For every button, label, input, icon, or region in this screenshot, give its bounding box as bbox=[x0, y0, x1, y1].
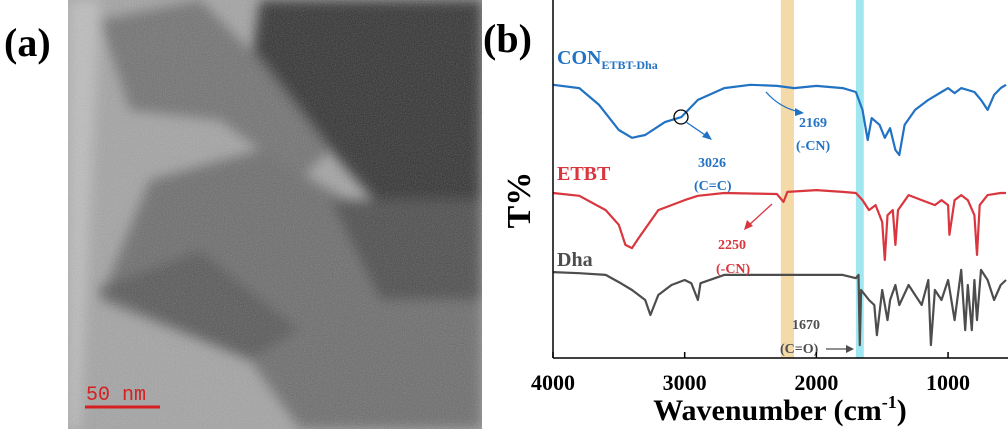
annotation: (-CN) bbox=[796, 139, 831, 154]
spectrum-line bbox=[553, 270, 1006, 345]
arrow-head bbox=[702, 131, 712, 140]
arrow-head bbox=[744, 220, 753, 230]
spectra bbox=[553, 85, 1006, 345]
spectrum-line bbox=[553, 190, 1006, 260]
bands bbox=[781, 0, 864, 358]
figure: (a) 50 nm (b) T% Wavenumber (cm-1) CONET… bbox=[0, 0, 1008, 429]
tem-image bbox=[68, 0, 482, 429]
panel-label: (b) bbox=[483, 16, 532, 61]
annotation: 2250 bbox=[718, 238, 746, 253]
arrow bbox=[748, 204, 772, 226]
x-tick-label: 2000 bbox=[794, 370, 838, 395]
x-axis-title-suffix: ) bbox=[897, 394, 907, 427]
annotation: 1670 bbox=[792, 318, 820, 333]
arrow-head bbox=[846, 345, 854, 353]
annotation: 2169 bbox=[799, 116, 827, 131]
series-label: CONETBT-Dha bbox=[557, 47, 658, 72]
x-tick-label: 4000 bbox=[531, 370, 575, 395]
series-name: CON bbox=[557, 47, 602, 69]
highlight-band bbox=[781, 0, 794, 358]
x-axis-title: Wavenumber (cm-1) bbox=[653, 392, 907, 427]
series-name-sub: ETBT-Dha bbox=[601, 58, 657, 72]
scale-bar-label: 50 nm bbox=[86, 384, 146, 407]
panel-label: (a) bbox=[4, 20, 51, 65]
series-label: Dha bbox=[557, 249, 593, 271]
annotation: 3026 bbox=[698, 156, 726, 171]
y-axis-title: T% bbox=[501, 172, 538, 229]
annotation: (-CN) bbox=[716, 262, 751, 277]
arrow-heads bbox=[702, 108, 854, 353]
x-axis-title-text: Wavenumber (cm bbox=[653, 394, 882, 427]
annotation: (C=O) bbox=[780, 342, 819, 357]
x-tick-label: 3000 bbox=[663, 370, 707, 395]
page: {"panel_a": {"label": "(a)", "scale_bar"… bbox=[0, 0, 1008, 429]
series-label: ETBT bbox=[557, 163, 611, 185]
arrow-head bbox=[795, 108, 804, 116]
x-tick-label: 1000 bbox=[926, 370, 970, 395]
spectrum-line bbox=[553, 85, 1006, 155]
x-axis-title-sup: -1 bbox=[882, 392, 897, 412]
annotation: (C=C) bbox=[694, 179, 732, 194]
